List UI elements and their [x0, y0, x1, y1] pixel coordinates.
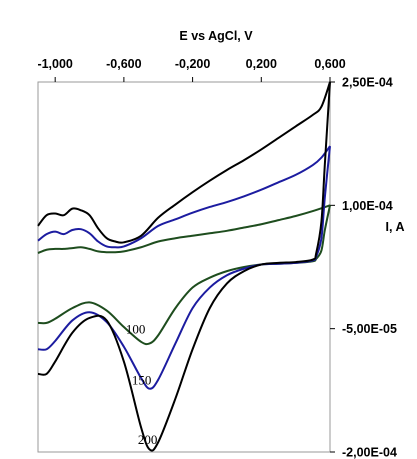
series-line-forward [37, 204, 331, 254]
series-line-forward [37, 145, 331, 249]
y-axis-title: I, A [386, 220, 405, 234]
series-line-forward [37, 81, 331, 244]
y-tick-label: 2,50E-04 [342, 76, 393, 90]
series-lines [37, 81, 331, 452]
x-tick-label: -0,600 [106, 57, 141, 71]
y-tick-label: -2,00E-04 [342, 446, 397, 459]
series-labels: 100 150 200 [126, 321, 158, 447]
series-label-100: 100 [126, 321, 146, 336]
x-tick-label: 0,600 [314, 57, 345, 71]
x-tick-label: -0,200 [175, 57, 210, 71]
series-label-150: 150 [132, 373, 152, 388]
y-tick-label: 1,00E-04 [342, 199, 393, 213]
series-line-reverse [37, 81, 331, 452]
y-tick-label: -5,00E-05 [342, 322, 397, 336]
series-label-200: 200 [138, 432, 158, 447]
x-axis-ticks: -1,000 -0,600 -0,200 0,200 0,600 [37, 57, 346, 82]
x-axis-title: E vs AgCl, V [179, 29, 253, 43]
x-tick-label: 0,200 [246, 57, 277, 71]
series-200 [37, 81, 331, 452]
y-axis-ticks: 2,50E-04 1,00E-04 -5,00E-05 -2,00E-04 [330, 76, 397, 459]
x-tick-label: -1,000 [37, 57, 72, 71]
plot-area [37, 81, 331, 453]
